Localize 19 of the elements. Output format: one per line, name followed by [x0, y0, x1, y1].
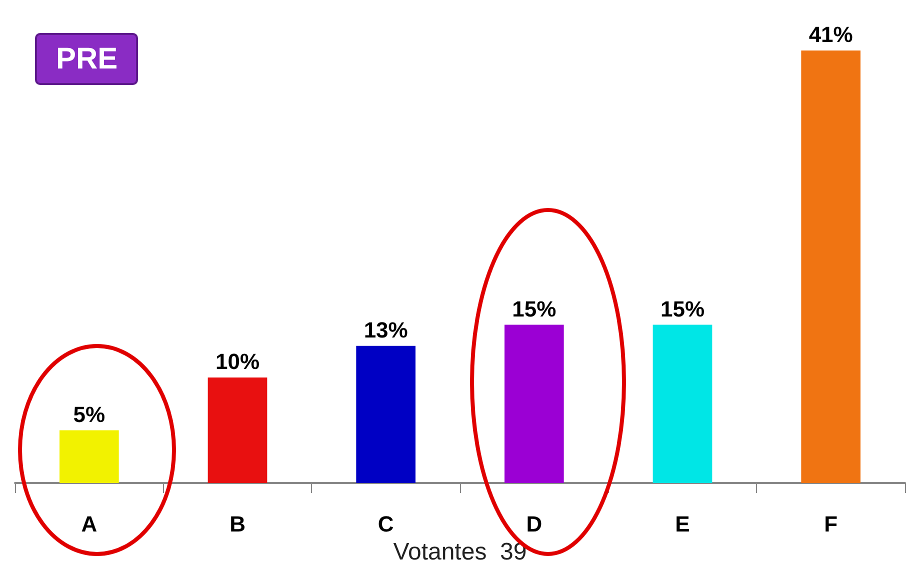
x-tick-label: A: [81, 512, 98, 536]
data-label: 15%: [512, 296, 556, 322]
data-label: 5%: [73, 402, 106, 427]
bar: [356, 346, 416, 483]
x-tick-label: E: [675, 512, 690, 536]
data-label: 15%: [660, 296, 705, 322]
bar: [504, 324, 564, 483]
data-label: 10%: [215, 349, 260, 374]
x-tick-label: D: [526, 512, 542, 536]
bar: [60, 430, 119, 483]
bar: [652, 324, 712, 483]
x-tick-label: F: [824, 512, 838, 536]
chart-title: PRE: [56, 42, 118, 76]
data-label: 13%: [364, 317, 408, 342]
x-tick-label: C: [378, 512, 394, 536]
data-label: 41%: [808, 22, 853, 48]
bar: [801, 50, 860, 483]
bar: [208, 378, 268, 483]
x-tick-label: B: [230, 512, 246, 536]
